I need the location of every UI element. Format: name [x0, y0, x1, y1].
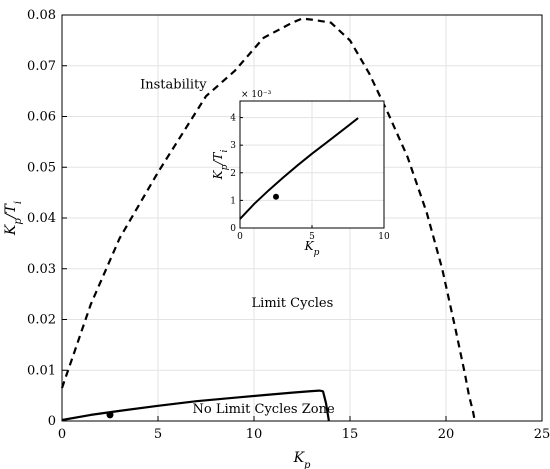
operating-point	[106, 411, 114, 419]
y-tick-label: 0.04	[27, 211, 56, 226]
y-tick-label: 0.02	[27, 313, 56, 328]
y-tick-label: 0.07	[27, 59, 56, 74]
y-tick-label: 0.06	[27, 110, 56, 125]
region-annotation: Limit Cycles	[252, 296, 334, 311]
inset-x-tick-label: 10	[378, 232, 390, 242]
y-axis-label: Kp/Ti	[3, 201, 24, 236]
instability-boundary-line	[60, 17, 476, 422]
y-tick-label: 0.01	[27, 363, 56, 378]
x-tick-label: 10	[246, 427, 263, 442]
inset-plot: 0 5 10 0 1 2 3 4 × 10⁻³ Kp Kp/Ti	[211, 90, 390, 258]
x-tick-label: 20	[438, 427, 455, 442]
limit-cycle-boundary-line	[61, 389, 330, 422]
y-tick-label: 0	[48, 414, 56, 429]
inset-y-tick-label: 4	[230, 114, 236, 124]
y-tick-label: 0.08	[27, 8, 56, 23]
inset-boundary-line	[239, 117, 359, 220]
inset-y-tick-label: 2	[230, 169, 236, 179]
y-tick-label: 0.03	[27, 262, 56, 277]
inset-y-axis-label: Kp/Ti	[211, 150, 230, 181]
inset-y-tick-label: 0	[230, 224, 236, 234]
inset-y-tick-label: 3	[230, 141, 236, 151]
inset-operating-point	[273, 193, 279, 200]
inset-x-axis-label: Kp	[304, 239, 320, 258]
x-tick-label: 15	[342, 427, 359, 442]
x-axis-label: Kp	[293, 450, 311, 469]
x-tick-label: 0	[58, 427, 66, 442]
main-plot: 0 5 10 15 20 2500.010.020.030.040.050.060.070…	[3, 8, 550, 469]
region-annotation: Instability	[140, 78, 207, 93]
region-annotation: No Limit Cycles Zone	[193, 402, 335, 417]
inset-x-tick-label: 5	[309, 232, 315, 242]
y-tick-label: 0.05	[27, 160, 56, 175]
x-tick-label: 25	[534, 427, 550, 442]
inset-y-tick-label: 1	[230, 196, 236, 206]
inset-y-scale-label: × 10⁻³	[241, 90, 272, 100]
x-tick-label: 5	[154, 427, 162, 442]
inset-x-tick-label: 0	[237, 232, 243, 242]
